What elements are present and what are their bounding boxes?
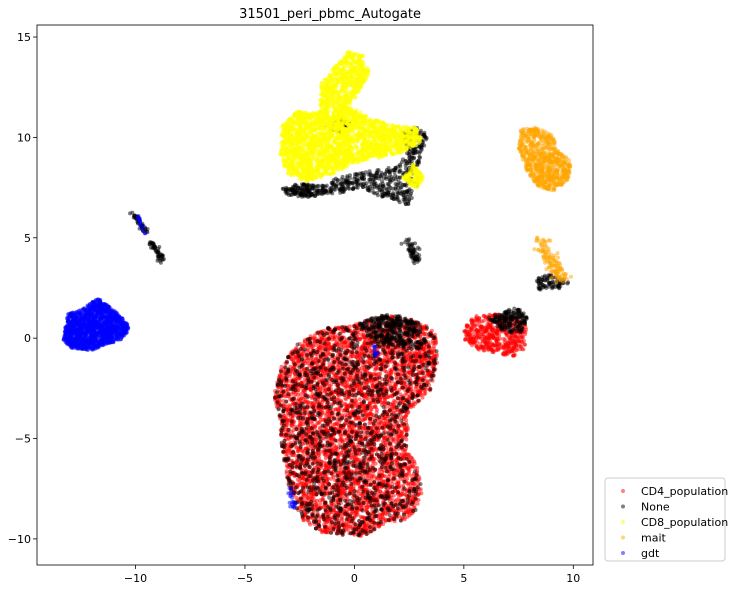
data-point xyxy=(313,358,318,363)
data-point xyxy=(367,421,372,426)
data-point xyxy=(327,464,332,469)
data-point xyxy=(367,412,372,417)
data-point xyxy=(376,371,381,376)
data-point xyxy=(327,383,332,388)
data-point xyxy=(312,498,317,503)
data-point xyxy=(375,407,379,412)
data-point xyxy=(355,512,360,517)
data-point xyxy=(408,464,413,469)
data-point xyxy=(364,380,369,385)
data-point xyxy=(318,501,323,506)
data-point xyxy=(279,364,284,369)
data-point xyxy=(298,392,303,397)
data-point xyxy=(323,456,328,461)
data-point xyxy=(334,339,339,344)
data-point xyxy=(289,424,294,429)
data-point xyxy=(323,388,328,393)
data-point xyxy=(420,395,425,400)
data-point xyxy=(326,476,330,481)
data-point xyxy=(322,451,327,456)
data-point xyxy=(377,421,382,426)
data-point xyxy=(413,386,418,391)
data-point xyxy=(372,404,377,409)
data-point xyxy=(284,471,289,476)
data-point xyxy=(422,332,427,337)
data-point xyxy=(412,481,417,486)
data-point xyxy=(334,407,338,412)
data-point xyxy=(306,347,311,352)
data-point xyxy=(366,396,371,401)
data-point xyxy=(411,400,416,405)
data-point xyxy=(404,466,409,471)
data-point xyxy=(305,361,310,366)
data-point xyxy=(327,526,332,531)
data-point xyxy=(323,464,328,469)
data-point xyxy=(387,474,392,479)
data-point xyxy=(336,363,340,368)
data-point xyxy=(339,516,344,521)
data-point xyxy=(286,388,290,393)
data-point xyxy=(390,402,395,407)
data-point xyxy=(415,501,420,506)
data-point xyxy=(301,517,306,522)
data-point xyxy=(336,326,341,331)
data-point xyxy=(308,522,313,527)
data-point xyxy=(369,407,374,412)
data-point xyxy=(401,415,406,420)
data-point xyxy=(304,496,309,501)
data-point xyxy=(393,499,398,504)
data-point xyxy=(296,398,301,403)
data-point xyxy=(357,397,362,402)
data-point xyxy=(321,497,326,502)
data-point xyxy=(408,455,413,460)
data-point xyxy=(434,340,439,345)
data-point xyxy=(404,392,409,397)
data-point xyxy=(319,530,324,535)
data-point xyxy=(389,394,394,398)
data-point xyxy=(362,333,366,338)
chart-title: 31501_peri_pbmc_Autogate xyxy=(239,7,421,22)
data-point xyxy=(296,449,301,453)
data-point xyxy=(422,392,427,397)
points-layer xyxy=(61,50,573,538)
data-point xyxy=(342,340,347,345)
data-point xyxy=(320,482,325,487)
data-point xyxy=(305,401,310,406)
data-point xyxy=(301,450,306,455)
data-point xyxy=(431,344,436,349)
data-point xyxy=(327,362,332,366)
data-point xyxy=(348,354,353,359)
data-point xyxy=(355,456,360,461)
data-point xyxy=(317,456,322,461)
data-point xyxy=(361,515,366,520)
data-point xyxy=(334,444,339,449)
data-point xyxy=(369,474,374,479)
data-point xyxy=(332,508,336,513)
data-point xyxy=(396,480,401,485)
data-point xyxy=(339,451,344,456)
